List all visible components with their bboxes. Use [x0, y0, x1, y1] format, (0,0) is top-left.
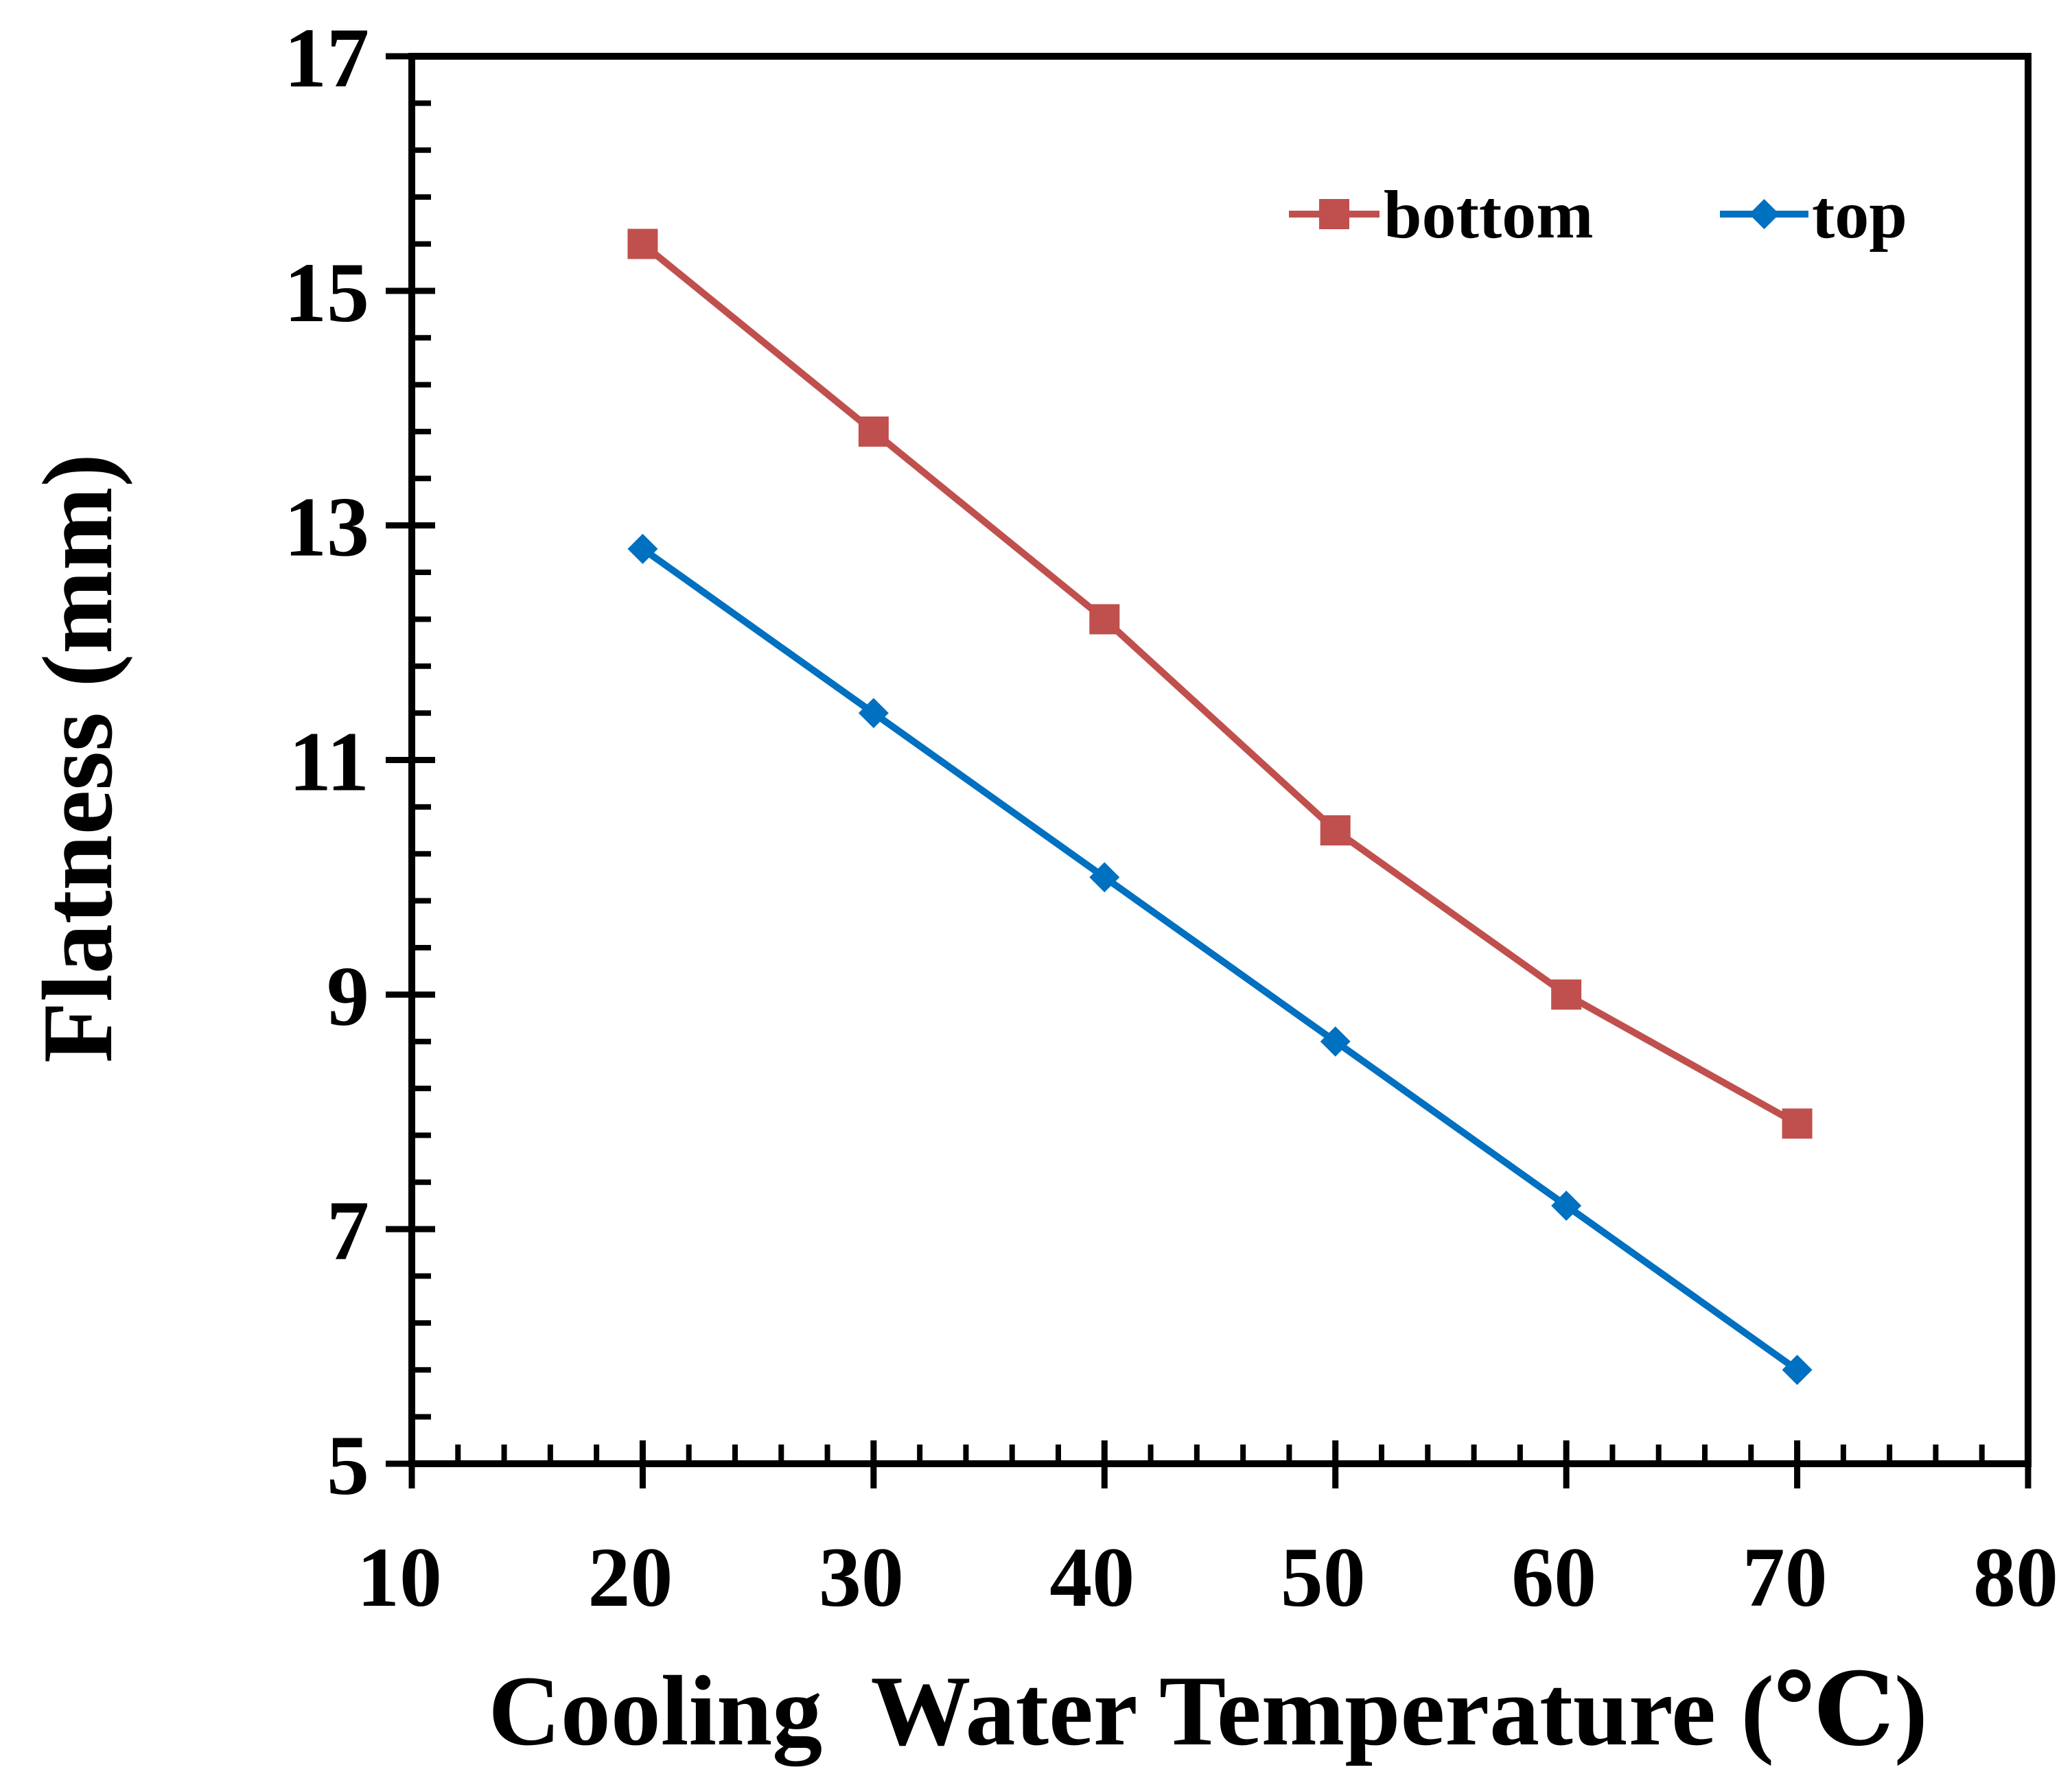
y-tick-label: 7 [327, 1184, 369, 1278]
x-tick-label: 50 [1281, 1530, 1366, 1624]
y-tick-label: 17 [284, 11, 369, 105]
data-point-top [1089, 862, 1120, 893]
data-point-bottom [1089, 604, 1120, 635]
x-axis-title: Cooling Water Temperature (℃) [488, 1655, 1927, 1766]
legend-item-bottom: bottom [1289, 176, 1594, 253]
legend-marker-bottom [1319, 199, 1349, 229]
series-line-bottom [640, 241, 1800, 1127]
data-point-bottom [627, 229, 658, 259]
y-tick-label: 11 [289, 715, 369, 809]
x-tick-label: 80 [1973, 1530, 2058, 1624]
y-axis-title: Flatness (mm) [22, 454, 133, 1063]
x-axis-title-group: Cooling Water Temperature (℃) [488, 1655, 1927, 1766]
data-point-bottom [1320, 815, 1351, 846]
legend-marker-top [1749, 199, 1780, 229]
y-tick-label: 13 [284, 480, 369, 574]
x-tick-label: 20 [587, 1530, 673, 1624]
data-point-bottom [1782, 1108, 1813, 1139]
plot-area-frame [408, 53, 2032, 1467]
legend-label-top: top [1812, 176, 1907, 253]
data-point-top [627, 533, 658, 564]
x-tick-label: 60 [1511, 1530, 1596, 1624]
data-point-top [1551, 1190, 1582, 1221]
y-tick-label: 5 [327, 1418, 369, 1512]
series-bottom [627, 229, 1813, 1139]
y-tick-label: 9 [327, 949, 369, 1043]
y-axis-title-group: Flatness (mm) [22, 454, 133, 1063]
series-top [627, 533, 1813, 1385]
legend: bottom top [1289, 176, 1907, 253]
y-tick-label: 15 [284, 246, 369, 340]
series-line-top [640, 546, 1800, 1373]
axis-ticks [386, 53, 2032, 1488]
x-tick-label: 40 [1049, 1530, 1134, 1624]
legend-item-top: top [1720, 176, 1907, 253]
legend-label-bottom: bottom [1384, 176, 1594, 253]
axis-tick-labels: 5 7 9 11 13 15 17 10 20 30 40 50 60 70 80 [284, 11, 2058, 1624]
series-layer [627, 229, 1813, 1385]
data-point-bottom [1551, 979, 1582, 1010]
x-tick-label: 30 [819, 1530, 904, 1624]
x-tick-label: 70 [1743, 1530, 1828, 1624]
data-point-top [858, 698, 889, 729]
x-tick-label: 10 [357, 1530, 442, 1624]
data-point-bottom [858, 416, 889, 447]
data-point-top [1782, 1355, 1813, 1385]
data-point-top [1320, 1026, 1351, 1057]
